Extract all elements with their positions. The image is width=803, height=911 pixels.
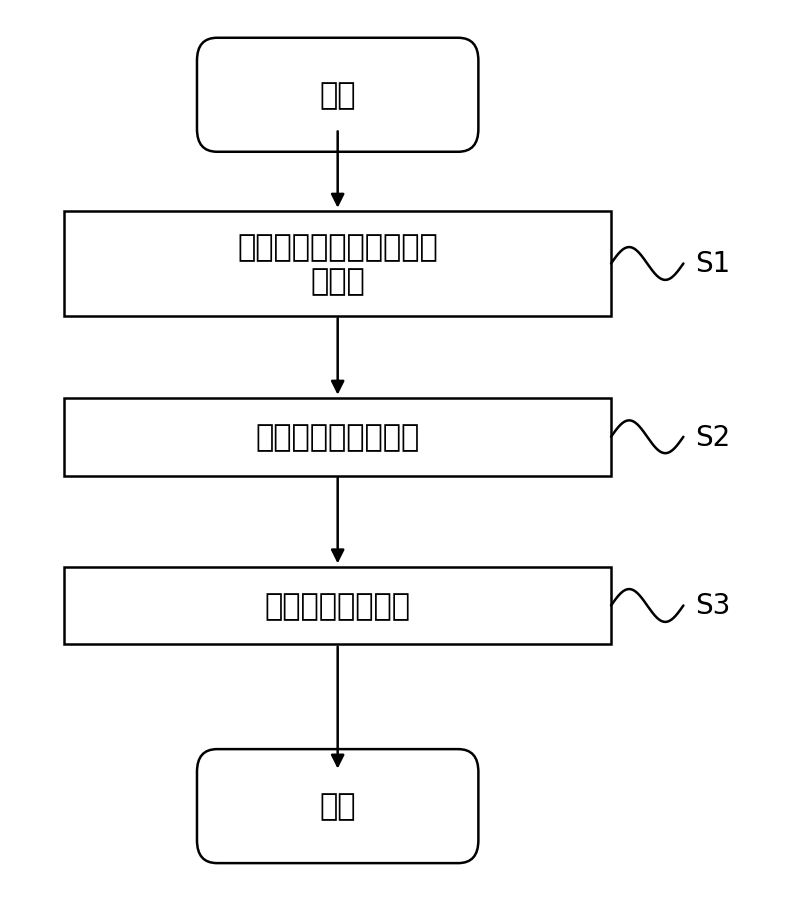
Bar <box>64 399 610 476</box>
Text: 结束: 结束 <box>319 792 356 821</box>
Bar <box>64 211 610 317</box>
Bar <box>64 567 610 645</box>
Text: S1: S1 <box>695 251 730 278</box>
Text: 开始: 开始 <box>319 81 356 110</box>
Text: 形成器件的源极和漏极欧
姆接触: 形成器件的源极和漏极欧 姆接触 <box>237 233 438 295</box>
Text: S3: S3 <box>695 592 730 619</box>
FancyBboxPatch shape <box>197 749 478 864</box>
Text: 形成渗杂多晶硅栅: 形成渗杂多晶硅栅 <box>264 591 410 620</box>
Text: 形成器件区和栅开口: 形成器件区和栅开口 <box>255 423 419 452</box>
FancyBboxPatch shape <box>197 38 478 152</box>
Text: S2: S2 <box>695 424 730 451</box>
